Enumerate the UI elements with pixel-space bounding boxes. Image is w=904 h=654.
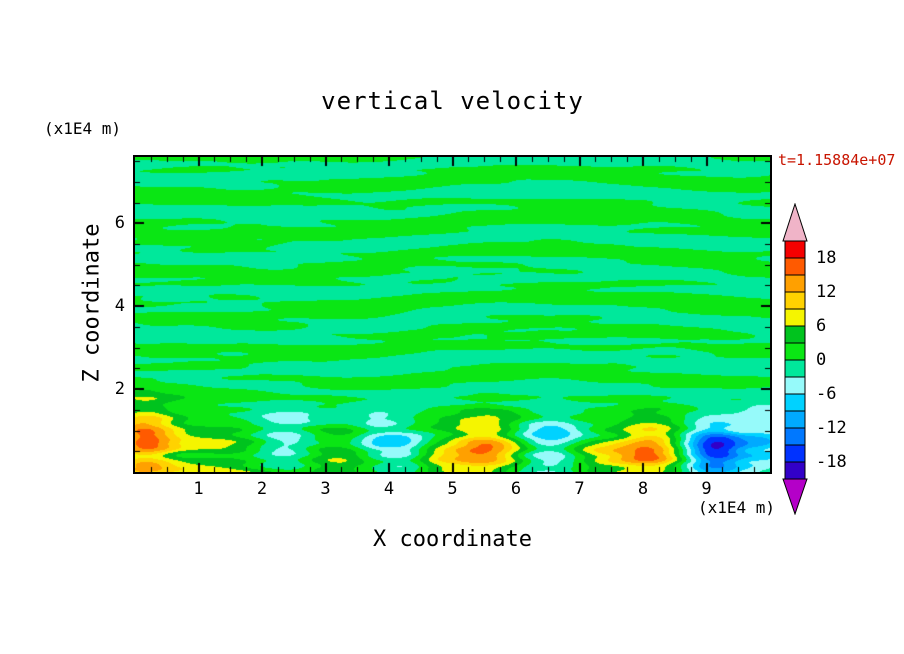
- colorbar: [782, 202, 808, 516]
- colorbar-box: [784, 257, 806, 276]
- x-tick-label: 8: [637, 479, 649, 499]
- x-tick-label: 1: [193, 479, 204, 499]
- z-tick-label: 6: [114, 213, 125, 234]
- x-tick-label: 4: [383, 479, 395, 499]
- colorbar-box: [784, 461, 806, 480]
- colorbar-box: [784, 376, 806, 395]
- colorbar-under-arrow: [782, 478, 808, 516]
- colorbar-box: [784, 410, 806, 429]
- contour-field-canvas: [135, 157, 770, 472]
- x-tick-label: 5: [447, 479, 458, 499]
- colorbar-tick-label: -12: [816, 418, 847, 438]
- x-tick-label: 6: [510, 479, 522, 499]
- z-axis-unit-label: (x1E4 m): [44, 119, 122, 138]
- colorbar-over-arrow: [782, 202, 808, 242]
- colorbar-tick-label: -6: [816, 384, 837, 404]
- colorbar-tick-label: 6: [816, 316, 827, 336]
- colorbar-tick-label: -18: [816, 452, 847, 472]
- time-stamp-label: t=1.15884e+07: [778, 151, 896, 169]
- colorbar-tick-label: 12: [816, 282, 837, 302]
- colorbar-box: [784, 393, 806, 412]
- colorbar-tick-label: 0: [816, 350, 827, 370]
- z-axis-tick-labels: 2 4 6: [0, 157, 125, 472]
- plot-area: [133, 155, 772, 474]
- z-tick-label: 4: [114, 296, 125, 317]
- x-tick-label: 7: [574, 479, 585, 499]
- colorbar-box: [784, 342, 806, 361]
- colorbar-box: [784, 291, 806, 310]
- colorbar-box: [784, 240, 806, 259]
- colorbar-box: [784, 308, 806, 327]
- x-axis-title: X coordinate: [373, 527, 532, 552]
- plot-title: vertical velocity: [321, 87, 584, 115]
- colorbar-box: [784, 444, 806, 463]
- colorbar-box: [784, 325, 806, 344]
- x-tick-label: 9: [701, 479, 712, 499]
- colorbar-box: [784, 274, 806, 293]
- colorbar-box: [784, 359, 806, 378]
- x-axis-unit-label: (x1E4 m): [697, 498, 775, 517]
- colorbar-box: [784, 427, 806, 446]
- colorbar-tick-label: 18: [816, 248, 837, 268]
- x-axis-tick-labels: 1 2 3 4 5 6 7 8 9: [135, 479, 770, 501]
- x-tick-label: 2: [256, 479, 268, 499]
- z-tick-label: 2: [114, 379, 125, 400]
- x-tick-label: 3: [320, 479, 331, 499]
